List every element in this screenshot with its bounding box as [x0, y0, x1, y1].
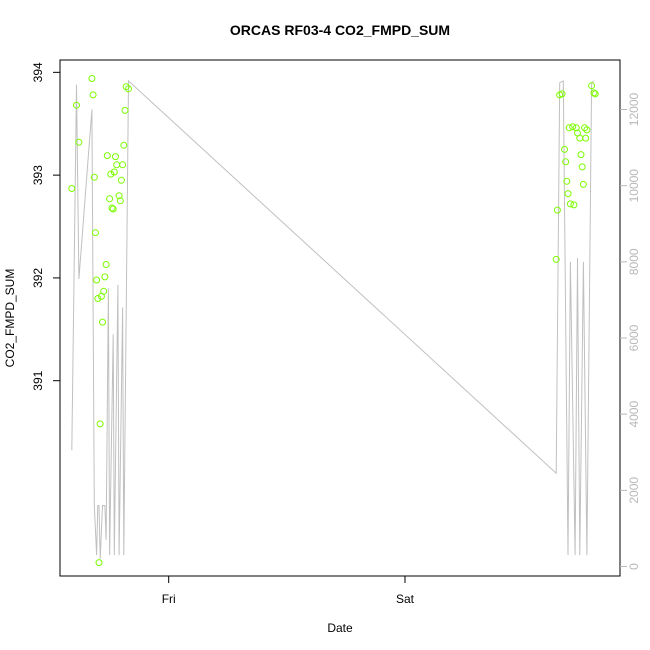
y-axis-label: CO2_FMPD_SUM — [3, 269, 17, 368]
data-point — [75, 138, 83, 146]
data-point — [566, 200, 574, 208]
x-axis-label: Date — [327, 621, 353, 635]
data-point — [570, 201, 578, 209]
data-point — [100, 287, 108, 295]
data-point — [588, 82, 596, 90]
series-line-path — [71, 79, 595, 559]
data-point — [558, 90, 566, 98]
data-point — [577, 151, 585, 159]
y-right-tick-label: 6000 — [627, 324, 641, 351]
data-point — [108, 204, 116, 212]
data-point — [576, 134, 584, 142]
data-point — [582, 134, 590, 142]
data-point — [115, 192, 123, 200]
data-point — [116, 197, 124, 205]
data-point — [89, 91, 97, 99]
data-point — [125, 85, 132, 93]
data-point — [119, 161, 127, 169]
y-right-tick-label: 0 — [627, 563, 641, 570]
data-point — [107, 170, 115, 178]
chart-title: ORCAS RF03-4 CO2_FMPD_SUM — [230, 22, 450, 38]
data-point — [579, 180, 587, 188]
data-point — [88, 75, 96, 82]
y-left-tick-label: 394 — [31, 62, 45, 82]
data-point — [590, 89, 598, 97]
x-tick-label: Sat — [396, 592, 415, 606]
data-point — [572, 124, 580, 132]
data-point — [562, 158, 570, 166]
data-point — [552, 255, 560, 263]
data-point — [578, 163, 586, 171]
data-point — [109, 205, 117, 213]
data-point — [563, 177, 571, 185]
plot-frame — [59, 59, 621, 577]
data-point — [95, 559, 103, 567]
data-point — [569, 123, 577, 131]
y-right-tick-label: 10000 — [627, 169, 641, 203]
data-point — [581, 124, 589, 132]
y-right-tick-label: 8000 — [627, 248, 641, 275]
data-point — [565, 124, 573, 132]
data-point — [103, 152, 111, 160]
data-point — [99, 318, 106, 326]
y-left-tick-label: 393 — [31, 165, 45, 185]
y-left-tick-label: 392 — [31, 268, 45, 288]
y-right-tick-label: 4000 — [627, 401, 641, 428]
y-axis-left: 391 392 393 394 — [31, 62, 60, 391]
x-tick-label: Fri — [162, 592, 176, 606]
data-point — [110, 168, 118, 176]
data-point — [112, 153, 119, 161]
y-axis-right: 0 2000 4000 6000 8000 10000 12000 — [620, 92, 641, 570]
data-point — [91, 229, 99, 237]
data-point — [93, 276, 101, 284]
y-right-tick-label: 2000 — [627, 477, 641, 504]
data-point — [591, 90, 599, 98]
data-point — [113, 161, 121, 169]
data-point — [583, 126, 591, 134]
data-point — [117, 176, 125, 184]
left-axis-series-points — [68, 75, 599, 567]
data-point — [122, 83, 130, 91]
data-point — [121, 106, 129, 114]
data-point — [102, 261, 110, 268]
data-point — [96, 420, 104, 428]
data-point — [564, 190, 572, 198]
right-axis-series-line — [71, 79, 595, 559]
x-axis: Fri Sat — [162, 576, 415, 606]
data-point — [68, 185, 76, 192]
data-point — [101, 273, 109, 281]
y-left-tick-label: 391 — [31, 370, 45, 390]
data-point — [561, 145, 568, 153]
y-right-tick-label: 12000 — [627, 92, 641, 126]
data-point — [553, 206, 561, 214]
data-point — [106, 195, 114, 203]
data-point — [73, 101, 80, 109]
data-point — [90, 173, 98, 181]
data-point — [94, 295, 102, 302]
data-point — [120, 141, 128, 149]
